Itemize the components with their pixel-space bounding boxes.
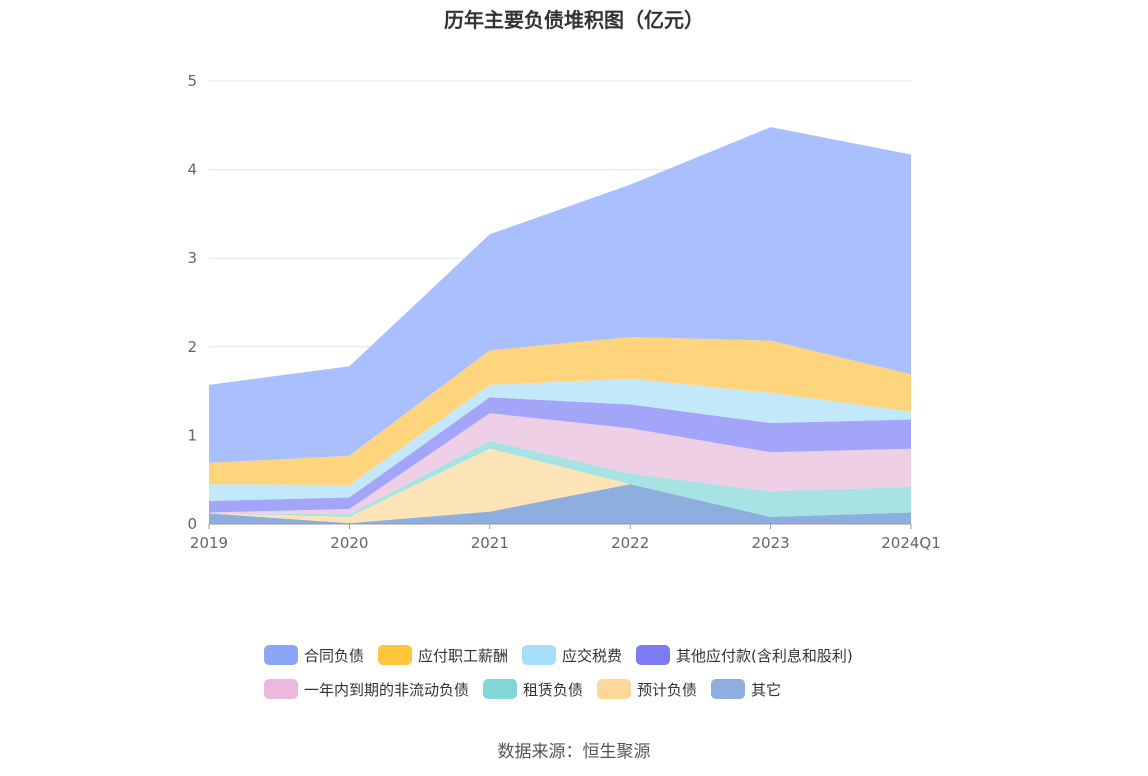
y-tick-label: 2	[187, 338, 197, 356]
legend-swatch	[483, 679, 518, 699]
legend-swatch	[597, 679, 632, 699]
y-tick-label: 3	[187, 249, 197, 267]
area-series-7	[209, 127, 911, 463]
x-tick-label: 2021	[471, 534, 509, 552]
legend-label: 预计负债	[637, 680, 698, 699]
legend-label: 应交税费	[562, 646, 623, 665]
area-series-0	[209, 484, 911, 524]
x-tick-label: 2019	[190, 534, 228, 552]
area-series-5	[209, 378, 911, 501]
x-tick-label: 2020	[330, 534, 368, 552]
area-series-3	[209, 413, 911, 515]
legend-row-2: 一年内到期的非流动负债 租赁负债 预计负债 其它	[264, 672, 964, 706]
x-tick-label: 2023	[752, 534, 790, 552]
legend-label: 应付职工薪酬	[418, 646, 509, 665]
y-tick-label: 5	[187, 72, 197, 90]
legend-item-payroll-payable[interactable]: 应付职工薪酬	[378, 645, 508, 666]
legend-swatch	[264, 645, 298, 665]
legend-item-other[interactable]: 其它	[711, 679, 781, 700]
legend-label: 合同负债	[304, 646, 365, 665]
legend-row-1: 合同负债 应付职工薪酬 应交税费 其他应付款(含利息和股利)	[264, 638, 964, 672]
legend-swatch	[378, 645, 413, 665]
chart-title: 历年主要负债堆积图（亿元）	[444, 8, 704, 32]
stacked-area-chart: 0 1 2 3 4 5 2019 2020 2021 2022 2023 2024Q1	[187, 72, 941, 552]
area-series-6	[209, 337, 911, 486]
legend-swatch	[522, 645, 557, 665]
legend-item-contract-liabilities[interactable]: 合同负债	[264, 645, 364, 666]
legend-swatch	[636, 645, 671, 665]
legend-label: 其它	[751, 680, 782, 699]
legend-item-taxes-payable[interactable]: 应交税费	[522, 645, 622, 666]
legend-swatch	[264, 679, 298, 699]
y-tick-label: 0	[187, 515, 197, 533]
legend-swatch	[711, 679, 746, 699]
legend-item-lease-liabilities[interactable]: 租赁负债	[483, 679, 583, 700]
legend-label: 租赁负债	[523, 680, 584, 699]
legend: 合同负债 应付职工薪酬 应交税费 其他应付款(含利息和股利) 一年内到期的非流动…	[264, 638, 964, 706]
legend-item-provisions[interactable]: 预计负债	[597, 679, 697, 700]
legend-item-other-payables[interactable]: 其他应付款(含利息和股利)	[636, 645, 853, 666]
y-tick-label: 4	[187, 161, 197, 179]
area-series-1	[209, 448, 911, 524]
legend-label: 一年内到期的非流动负债	[304, 680, 470, 699]
area-series-2	[209, 440, 911, 517]
area-series-4	[209, 397, 911, 513]
y-tick-label: 1	[187, 426, 197, 444]
legend-item-current-portion-noncurrent[interactable]: 一年内到期的非流动负债	[264, 679, 469, 700]
legend-label: 其他应付款(含利息和股利)	[676, 646, 853, 665]
x-tick-label: 2022	[611, 534, 649, 552]
x-tick-label: 2024Q1	[881, 534, 941, 552]
data-source: 数据来源：恒生聚源	[497, 742, 651, 762]
